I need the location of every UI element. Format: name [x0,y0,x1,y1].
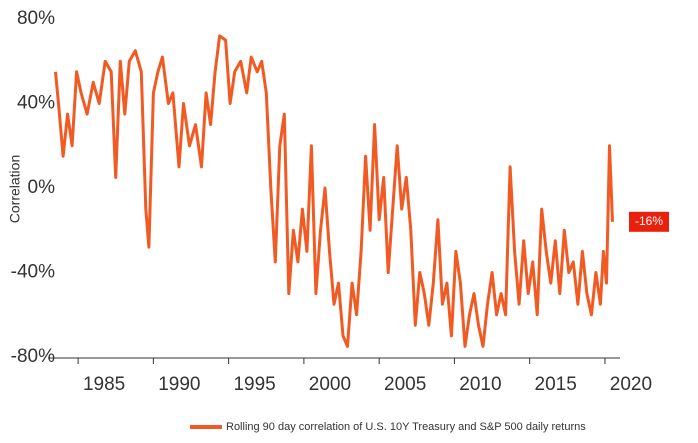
line-series [54,34,614,348]
y-tick-label: -40% [11,262,55,283]
x-tick-label: 1990 [158,374,200,395]
x-tick-label: 2010 [459,374,501,395]
end-label: -16% [635,214,663,228]
y-tick-label: 80% [17,8,55,29]
x-tick-label: 1985 [83,374,125,395]
y-axis-label: Correlation [7,155,23,223]
end-label-box [629,211,669,232]
y-tick-label: 40% [17,93,55,114]
x-tick-label: 1995 [233,374,275,395]
x-tick-label: 2015 [535,374,577,395]
x-tick-label: 2020 [610,374,652,395]
y-tick-label: 0% [28,177,56,198]
x-tick-label: 2000 [309,374,351,395]
x-tick-label: 2005 [384,374,426,395]
legend-label: Rolling 90 day correlation of U.S. 10Y T… [226,421,586,433]
y-tick-label: -80% [11,346,55,367]
